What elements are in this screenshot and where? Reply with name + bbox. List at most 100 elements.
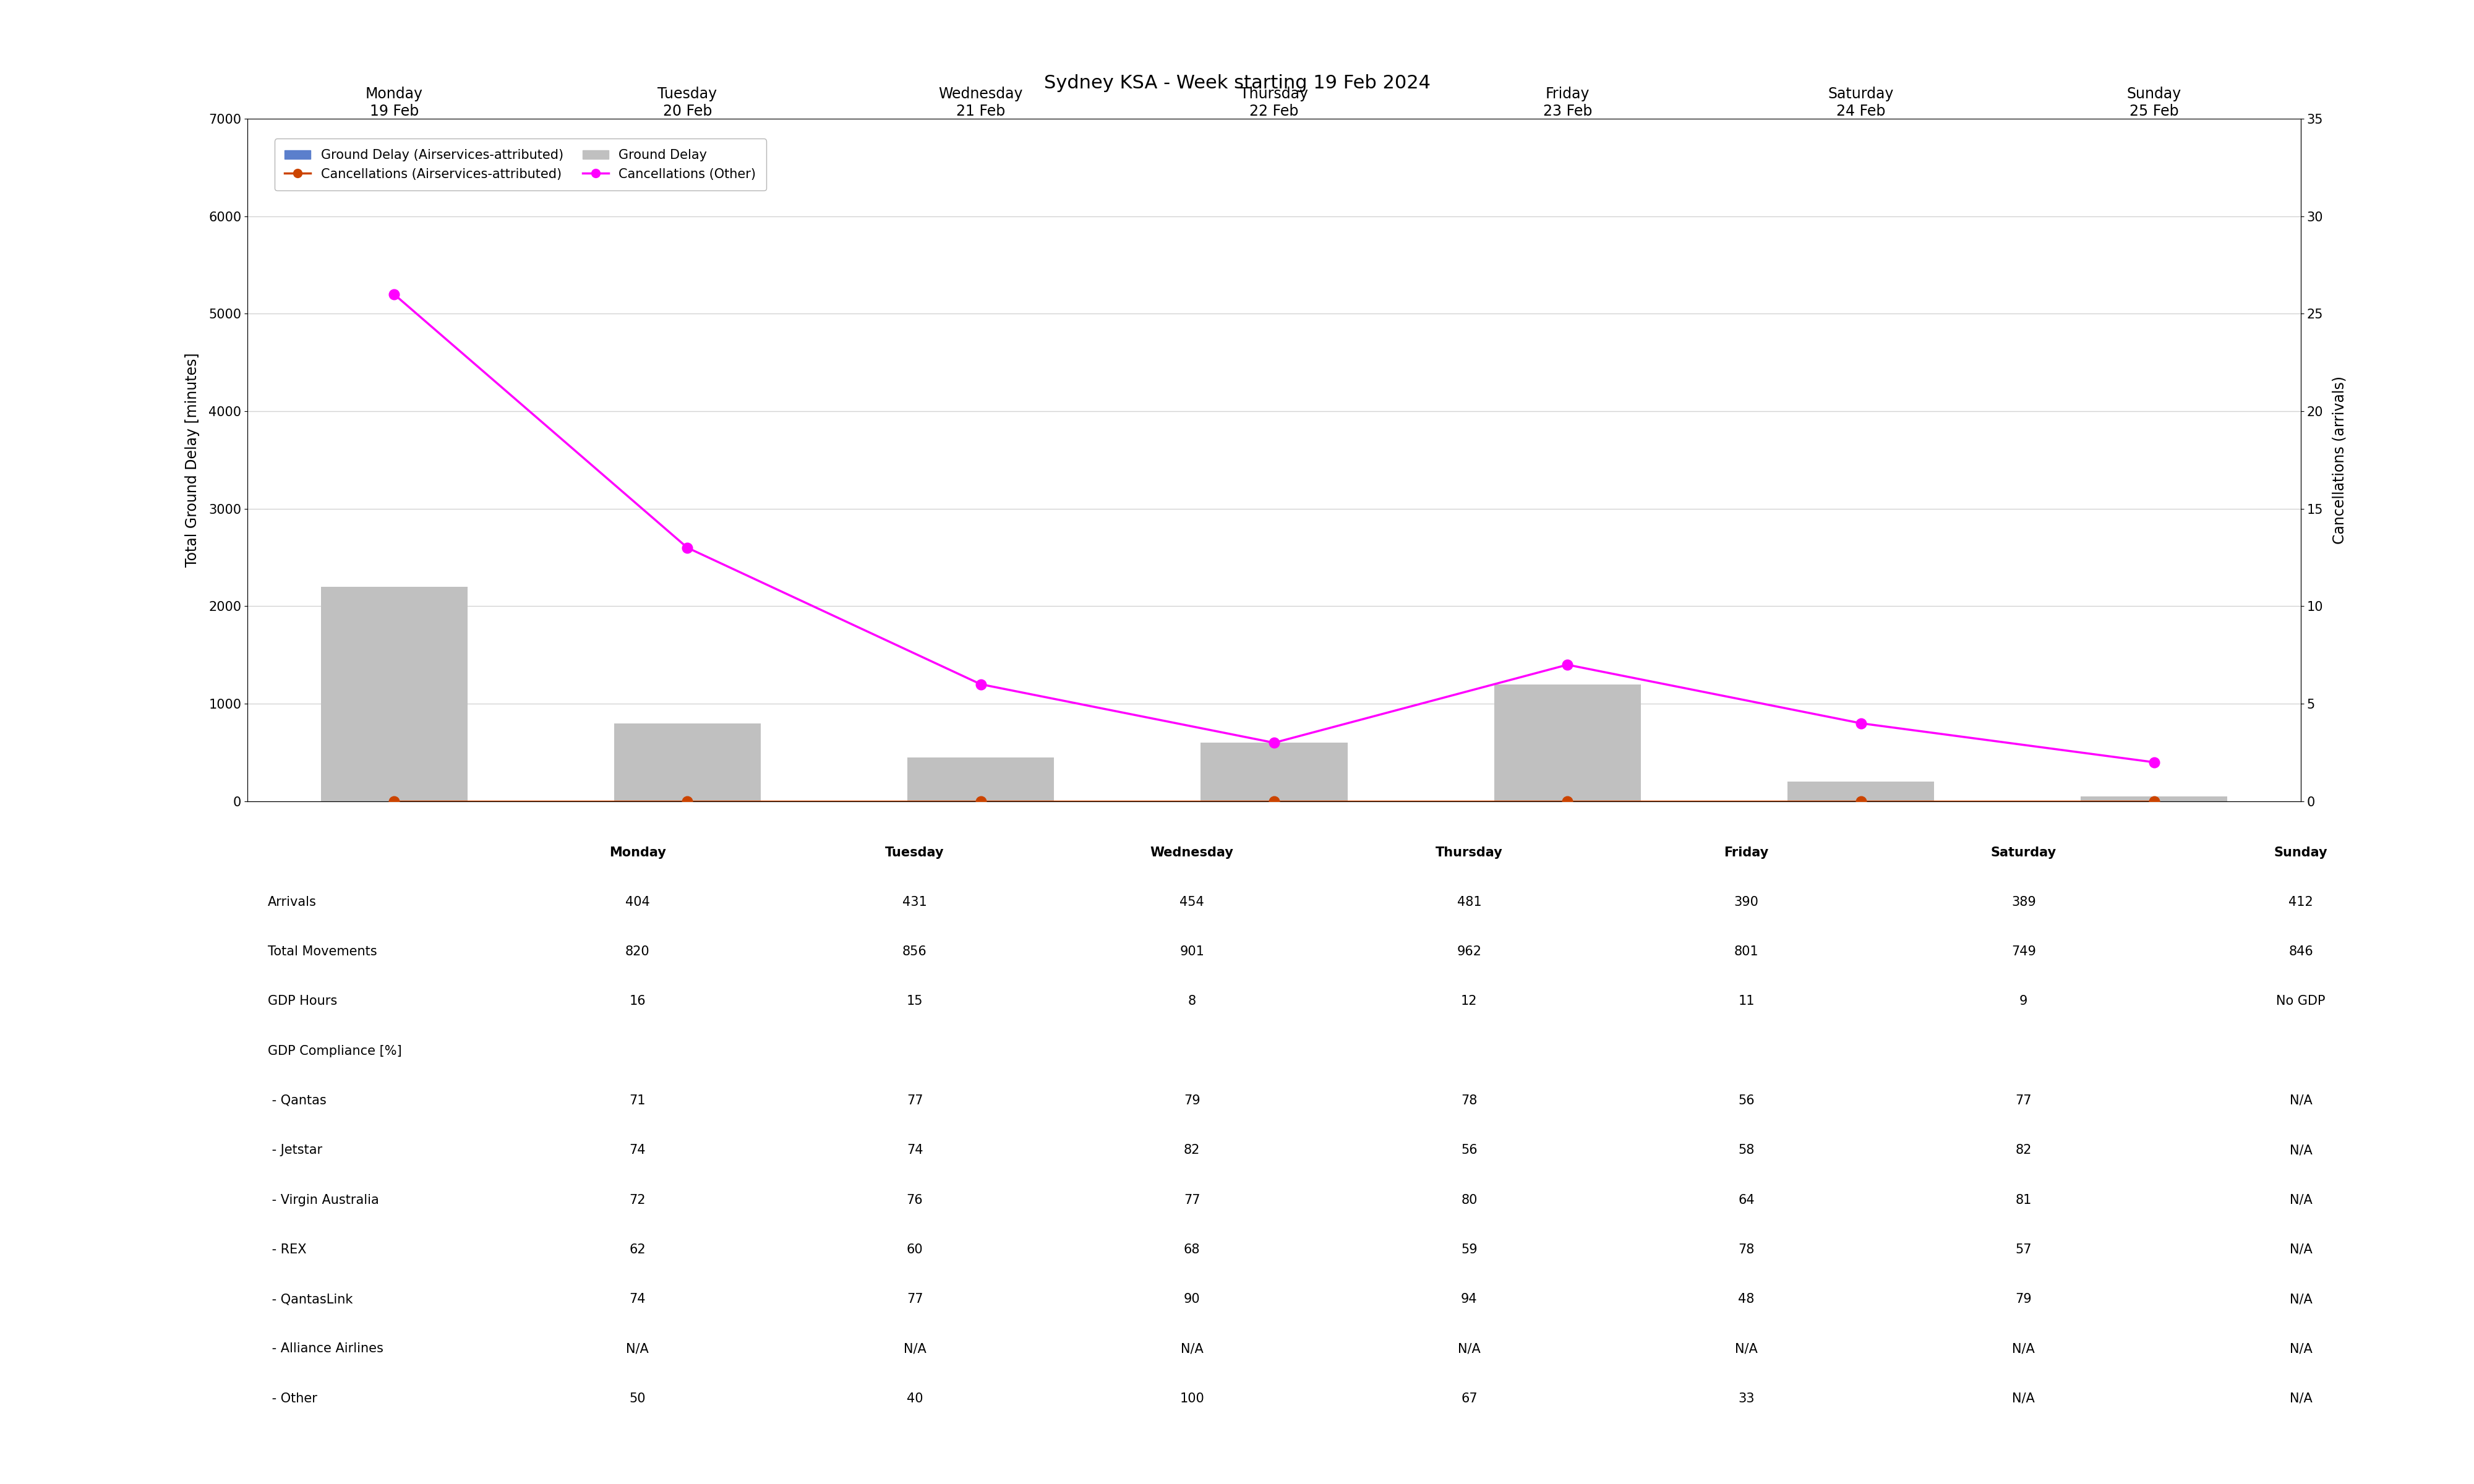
Text: 481: 481: [1457, 896, 1482, 908]
Text: 74: 74: [905, 1144, 923, 1156]
Text: Sunday: Sunday: [2274, 846, 2328, 859]
Bar: [908, 757, 1054, 801]
Text: 67: 67: [1462, 1392, 1477, 1405]
Text: 59: 59: [1462, 1244, 1477, 1255]
Text: 68: 68: [1183, 1244, 1200, 1255]
Text: 78: 78: [1739, 1244, 1754, 1255]
Text: Tuesday
20 Feb: Tuesday 20 Feb: [658, 86, 717, 119]
Text: 901: 901: [1180, 945, 1205, 957]
Text: 962: 962: [1457, 945, 1482, 957]
Text: N/A: N/A: [2288, 1343, 2313, 1355]
Text: N/A: N/A: [2288, 1144, 2313, 1156]
Text: 12: 12: [1462, 996, 1477, 1008]
Bar: [614, 723, 762, 801]
Text: 56: 56: [1739, 1094, 1754, 1107]
Text: Monday
19 Feb: Monday 19 Feb: [366, 86, 423, 119]
Text: 100: 100: [1180, 1392, 1205, 1405]
Text: 62: 62: [628, 1244, 646, 1255]
Text: 856: 856: [903, 945, 928, 957]
Text: Sunday
25 Feb: Sunday 25 Feb: [2128, 86, 2182, 119]
Text: 77: 77: [1183, 1193, 1200, 1206]
Text: 801: 801: [1734, 945, 1759, 957]
Text: N/A: N/A: [1457, 1343, 1479, 1355]
Text: N/A: N/A: [2288, 1193, 2313, 1206]
Text: N/A: N/A: [2288, 1094, 2313, 1107]
Text: Thursday
22 Feb: Thursday 22 Feb: [1239, 86, 1309, 119]
Y-axis label: Cancellations (arrivals): Cancellations (arrivals): [2333, 375, 2348, 545]
Text: 81: 81: [2016, 1193, 2031, 1206]
Text: 90: 90: [1183, 1293, 1200, 1306]
Text: 8: 8: [1188, 996, 1195, 1008]
Text: N/A: N/A: [626, 1343, 648, 1355]
Text: 404: 404: [626, 896, 651, 908]
Text: 76: 76: [905, 1193, 923, 1206]
Text: 40: 40: [905, 1392, 923, 1405]
Text: - QantasLink: - QantasLink: [267, 1293, 354, 1306]
Text: Tuesday: Tuesday: [886, 846, 945, 859]
Text: 77: 77: [2016, 1094, 2031, 1107]
Text: - REX: - REX: [267, 1244, 307, 1255]
Text: 78: 78: [1462, 1094, 1477, 1107]
Text: 71: 71: [628, 1094, 646, 1107]
Text: 94: 94: [1462, 1293, 1477, 1306]
Text: Total Movements: Total Movements: [267, 945, 376, 957]
Text: 64: 64: [1739, 1193, 1754, 1206]
Text: No GDP: No GDP: [2276, 996, 2326, 1008]
Text: GDP Hours: GDP Hours: [267, 996, 336, 1008]
Text: 82: 82: [2016, 1144, 2031, 1156]
Legend: Ground Delay (Airservices-attributed), Cancellations (Airservices-attributed), G: Ground Delay (Airservices-attributed), C…: [275, 139, 767, 190]
Bar: [1494, 684, 1640, 801]
Text: 846: 846: [2288, 945, 2313, 957]
Text: 77: 77: [905, 1293, 923, 1306]
Text: N/A: N/A: [1180, 1343, 1202, 1355]
Text: 74: 74: [628, 1293, 646, 1306]
Text: Thursday: Thursday: [1435, 846, 1502, 859]
Text: 56: 56: [1462, 1144, 1477, 1156]
Text: 15: 15: [905, 996, 923, 1008]
Bar: [2081, 797, 2227, 801]
Text: Sydney KSA - Week starting 19 Feb 2024: Sydney KSA - Week starting 19 Feb 2024: [1044, 74, 1430, 92]
Text: 58: 58: [1739, 1144, 1754, 1156]
Text: - Alliance Airlines: - Alliance Airlines: [267, 1343, 383, 1355]
Text: N/A: N/A: [903, 1343, 925, 1355]
Text: - Jetstar: - Jetstar: [267, 1144, 322, 1156]
Text: 389: 389: [2011, 896, 2036, 908]
Text: 60: 60: [905, 1244, 923, 1255]
Text: 33: 33: [1739, 1392, 1754, 1405]
Text: 79: 79: [1183, 1094, 1200, 1107]
Text: 50: 50: [628, 1392, 646, 1405]
Text: Friday
23 Feb: Friday 23 Feb: [1544, 86, 1591, 119]
Text: 79: 79: [2016, 1293, 2031, 1306]
Text: N/A: N/A: [2011, 1343, 2036, 1355]
Text: Friday: Friday: [1724, 846, 1769, 859]
Text: - Virgin Australia: - Virgin Australia: [267, 1193, 379, 1206]
Text: N/A: N/A: [2288, 1244, 2313, 1255]
Text: Saturday
24 Feb: Saturday 24 Feb: [1828, 86, 1893, 119]
Text: 16: 16: [628, 996, 646, 1008]
Text: Wednesday: Wednesday: [1150, 846, 1235, 859]
Text: 72: 72: [628, 1193, 646, 1206]
Text: 431: 431: [903, 896, 928, 908]
Text: - Qantas: - Qantas: [267, 1094, 327, 1107]
Text: - Other: - Other: [267, 1392, 317, 1405]
Text: N/A: N/A: [1734, 1343, 1757, 1355]
Text: 412: 412: [2288, 896, 2313, 908]
Text: Monday: Monday: [609, 846, 666, 859]
Text: 9: 9: [2019, 996, 2029, 1008]
Text: 454: 454: [1180, 896, 1205, 908]
Text: N/A: N/A: [2011, 1392, 2036, 1405]
Text: 77: 77: [905, 1094, 923, 1107]
Text: 48: 48: [1739, 1293, 1754, 1306]
Text: 74: 74: [628, 1144, 646, 1156]
Bar: [1786, 782, 1935, 801]
Text: 820: 820: [626, 945, 651, 957]
Text: GDP Compliance [%]: GDP Compliance [%]: [267, 1045, 401, 1057]
Text: 57: 57: [2016, 1244, 2031, 1255]
Text: N/A: N/A: [2288, 1392, 2313, 1405]
Text: 82: 82: [1185, 1144, 1200, 1156]
Y-axis label: Total Ground Delay [minutes]: Total Ground Delay [minutes]: [186, 353, 200, 567]
Text: Wednesday
21 Feb: Wednesday 21 Feb: [938, 86, 1022, 119]
Text: 80: 80: [1462, 1193, 1477, 1206]
Bar: [322, 586, 468, 801]
Text: Arrivals: Arrivals: [267, 896, 317, 908]
